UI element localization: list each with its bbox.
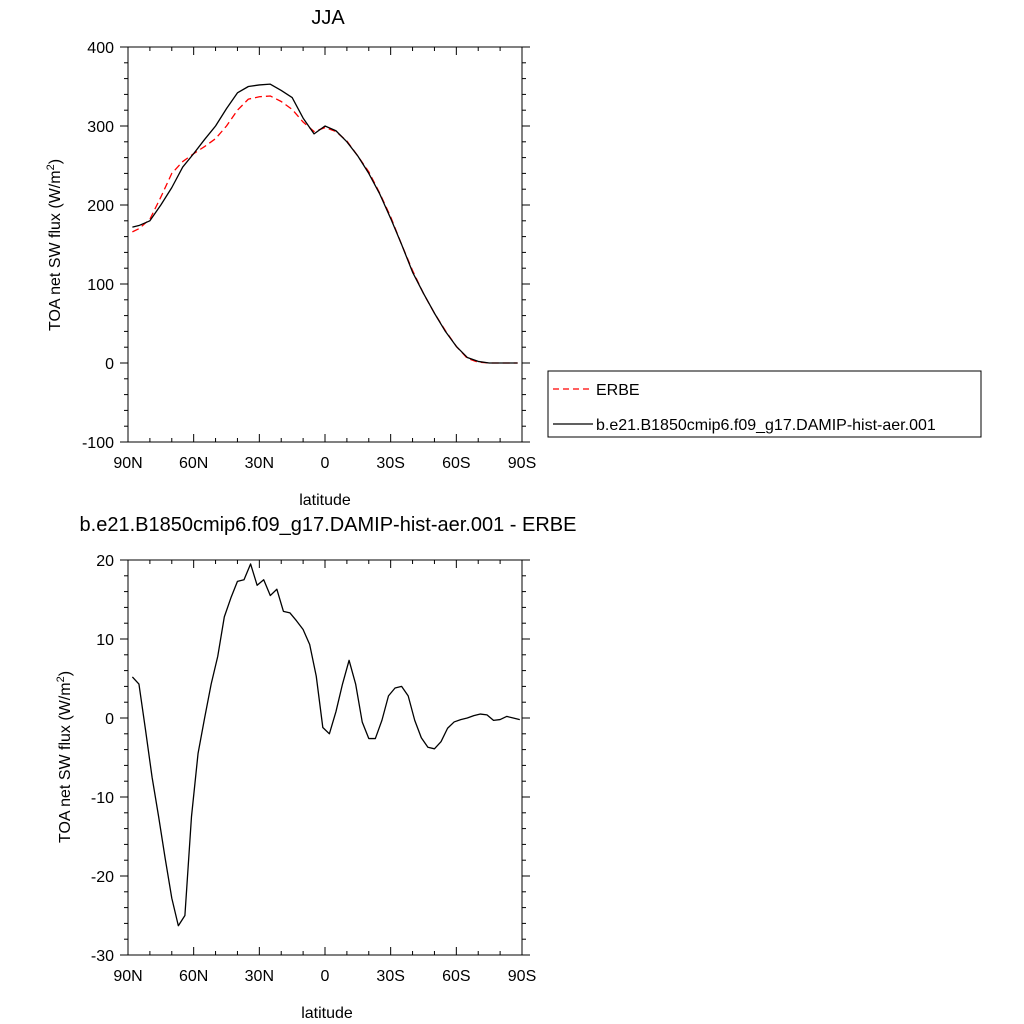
bottom-y-tick-label: 10 bbox=[96, 632, 114, 649]
bottom-y-tick-label: 20 bbox=[96, 553, 114, 570]
top-x-axis-label: latitude bbox=[299, 492, 351, 509]
top-y-tick-label: 100 bbox=[87, 277, 114, 294]
bottom-series-layer bbox=[131, 563, 520, 927]
bottom-y-tick-label: 0 bbox=[105, 711, 114, 728]
top-x-tick-label: 0 bbox=[321, 455, 330, 472]
top-x-tick-label: 30S bbox=[376, 455, 404, 472]
top-x-tick-label: 60S bbox=[442, 455, 470, 472]
bottom-x-axis-label: latitude bbox=[301, 1005, 353, 1022]
legend: ERBE b.e21.B1850cmip6.f09_g17.DAMIP-hist… bbox=[547, 370, 982, 438]
legend-box bbox=[547, 370, 982, 438]
bottom-y-tick-label: -20 bbox=[91, 869, 114, 886]
bottom-x-tick-label: 60N bbox=[179, 968, 208, 985]
top-y-tick-label: 0 bbox=[105, 356, 114, 373]
top-y-tick-label: 300 bbox=[87, 119, 114, 136]
top-series-layer bbox=[132, 83, 518, 364]
bottom-chart-title: b.e21.B1850cmip6.f09_g17.DAMIP-hist-aer.… bbox=[80, 514, 577, 536]
bottom-x-tick-label: 90S bbox=[508, 968, 536, 985]
bottom-chart-panel: b.e21.B1850cmip6.f09_g17.DAMIP-hist-aer.… bbox=[55, 514, 576, 1022]
bottom-y-axis-label: TOA net SW flux (W/m2) bbox=[55, 671, 74, 843]
top-axis-ticks: 90N 60N 30N 0 30S 60S 90S -100 0 100 200 300 400 bbox=[82, 40, 536, 472]
legend-label-erbe: ERBE bbox=[596, 382, 640, 399]
bottom-x-tick-label: 30N bbox=[245, 968, 274, 985]
top-plot-frame bbox=[127, 46, 523, 443]
bottom-axis-ticks: 90N 60N 30N 0 30S 60S 90S -30 -20 -10 0 10 20 bbox=[91, 553, 536, 985]
top-chart-title: JJA bbox=[311, 7, 345, 29]
bottom-x-tick-label: 60S bbox=[442, 968, 470, 985]
bottom-y-tick-label: -10 bbox=[91, 790, 114, 807]
bottom-y-tick-label: -30 bbox=[91, 948, 114, 965]
top-x-tick-label: 90N bbox=[113, 455, 142, 472]
bottom-x-tick-label: 0 bbox=[321, 968, 330, 985]
top-x-tick-label: 90S bbox=[508, 455, 536, 472]
top-series-line-erbe bbox=[132, 95, 518, 364]
top-x-tick-label: 60N bbox=[179, 455, 208, 472]
top-chart-panel: JJA 90N 60N 30N 0 30S 60S 90S -100 0 100 200 300 400… bbox=[45, 7, 982, 509]
top-series-line-model bbox=[132, 83, 518, 364]
top-y-tick-label: 200 bbox=[87, 198, 114, 215]
top-y-tick-label: -100 bbox=[82, 435, 114, 452]
bottom-x-tick-label: 30S bbox=[376, 968, 404, 985]
bottom-plot-frame bbox=[127, 559, 523, 956]
top-y-axis-label: TOA net SW flux (W/m2) bbox=[45, 159, 64, 331]
top-y-tick-label: 400 bbox=[87, 40, 114, 57]
bottom-series-line-model bbox=[131, 563, 520, 927]
legend-label-model: b.e21.B1850cmip6.f09_g17.DAMIP-hist-aer.… bbox=[596, 417, 936, 434]
bottom-x-tick-label: 90N bbox=[113, 968, 142, 985]
top-x-tick-label: 30N bbox=[245, 455, 274, 472]
